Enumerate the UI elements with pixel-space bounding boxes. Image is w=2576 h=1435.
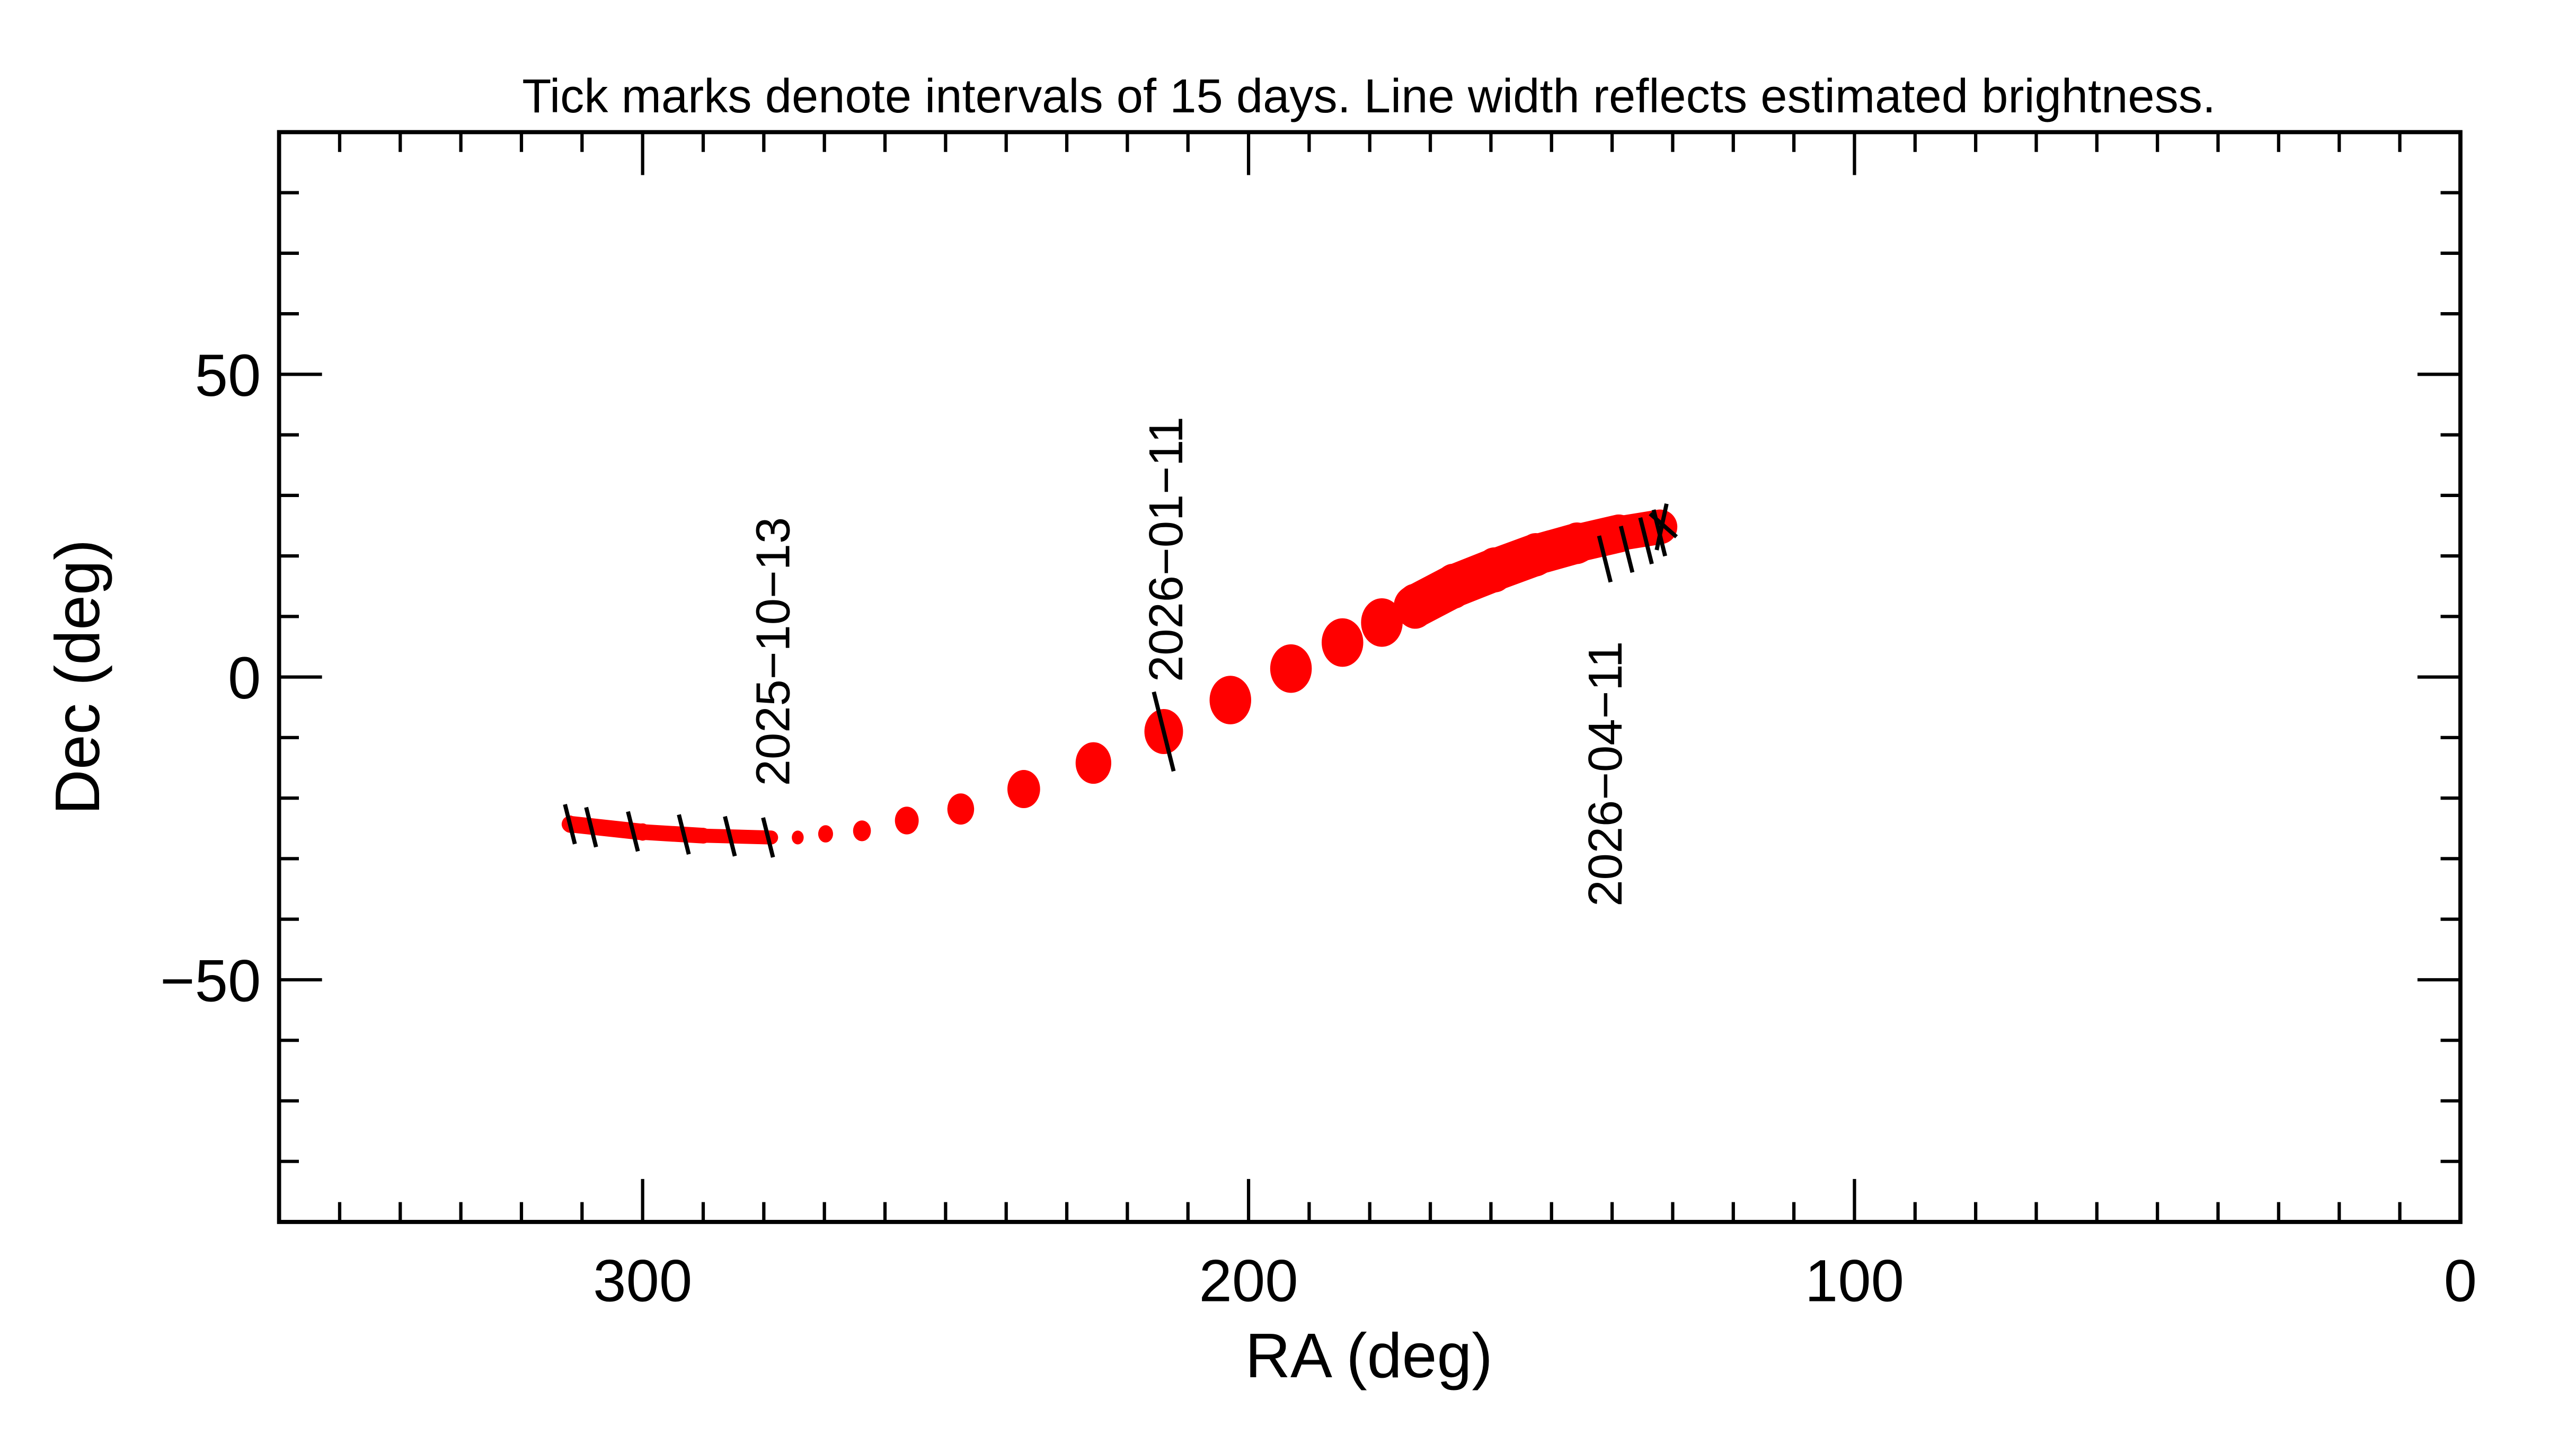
interval-tick xyxy=(626,811,640,852)
y-tick-label: 50 xyxy=(195,342,261,409)
y-axis-label: Dec (deg) xyxy=(43,539,113,815)
date-annotation: 2026−01−11 xyxy=(1139,417,1193,682)
track-point xyxy=(1602,514,1635,553)
track-point xyxy=(1322,618,1364,667)
x-axis-label: RA (deg) xyxy=(1245,1321,1493,1391)
track-point xyxy=(1075,742,1112,784)
interval-tick xyxy=(1618,526,1635,573)
plot-frame xyxy=(277,130,2463,1224)
track-point xyxy=(792,830,804,845)
axes: 300 200 100 0 50 0 −50 xyxy=(160,130,2477,1314)
y-tick-label: 0 xyxy=(228,644,261,711)
interval-tick xyxy=(723,816,737,857)
interval-tick xyxy=(761,817,775,858)
track-point xyxy=(853,820,871,841)
track-point xyxy=(1270,644,1312,693)
track-point xyxy=(895,807,919,835)
y-tick-label: −50 xyxy=(160,947,261,1014)
x-tick-label: 200 xyxy=(1199,1247,1298,1314)
track-point xyxy=(1396,583,1435,629)
interval-tick xyxy=(1649,512,1678,538)
track-point xyxy=(1361,598,1403,647)
track-point xyxy=(1517,533,1555,577)
track-point xyxy=(1434,563,1473,609)
date-annotation: 2026−04−11 xyxy=(1579,641,1632,907)
x-tick-label: 100 xyxy=(1805,1247,1904,1314)
interval-tick xyxy=(563,803,577,845)
date-annotations: 2025−10−13 2026−01−11 2026−04−11 xyxy=(746,417,1632,907)
track-point xyxy=(635,823,650,841)
track-segment xyxy=(561,816,651,840)
interval-tick xyxy=(1654,503,1669,551)
track-point xyxy=(1209,676,1252,724)
track-point xyxy=(1007,770,1040,809)
x-tick-label: 300 xyxy=(593,1247,692,1314)
date-annotation: 2025−10−13 xyxy=(746,517,800,786)
interval-tick xyxy=(1597,535,1613,583)
track-point xyxy=(1559,522,1595,564)
interval-ticks xyxy=(563,503,1678,858)
interval-tick xyxy=(584,807,598,848)
comet-track xyxy=(561,509,1678,845)
x-tick-label: 0 xyxy=(2444,1247,2477,1314)
interval-tick xyxy=(677,814,691,855)
track-segment xyxy=(634,824,711,844)
chart-title: Tick marks denote intervals of 15 days. … xyxy=(522,69,2216,123)
interval-tick xyxy=(1152,691,1176,772)
track-segment xyxy=(696,828,778,845)
track-point xyxy=(1475,547,1514,592)
interval-tick xyxy=(1638,517,1654,565)
track-point xyxy=(696,828,710,844)
track-point xyxy=(818,825,833,843)
track-point xyxy=(947,793,975,825)
